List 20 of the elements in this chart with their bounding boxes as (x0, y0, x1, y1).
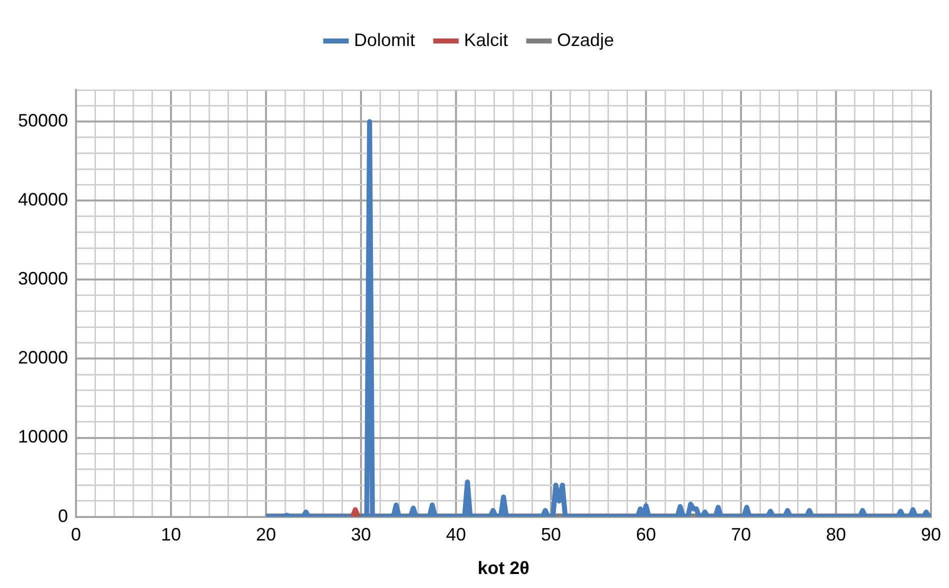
x-tick-label: 30 (351, 524, 372, 545)
y-tick-label: 40000 (18, 190, 68, 210)
x-tick-label: 60 (636, 524, 656, 545)
x-tick-label: 10 (161, 524, 182, 545)
y-tick-label: 20000 (18, 348, 68, 368)
x-tick-label: 80 (826, 524, 846, 545)
x-tick-label: 0 (71, 524, 82, 545)
y-tick-label: 30000 (18, 268, 68, 289)
legend-label: Ozadje (557, 30, 614, 50)
y-tick-label: 10000 (18, 426, 68, 447)
x-tick-label: 40 (446, 524, 466, 545)
x-tick-label: 90 (920, 524, 942, 545)
x-axis-title: kot 2θ (478, 558, 530, 578)
x-tick-label: 70 (730, 524, 752, 545)
x-tick-label: 50 (541, 524, 562, 545)
x-tick-label: 20 (256, 524, 276, 545)
legend-label: Dolomit (354, 30, 415, 50)
y-tick-label: 0 (58, 506, 68, 526)
y-tick-label: 50000 (18, 110, 68, 131)
legend-label: Kalcit (464, 30, 508, 50)
